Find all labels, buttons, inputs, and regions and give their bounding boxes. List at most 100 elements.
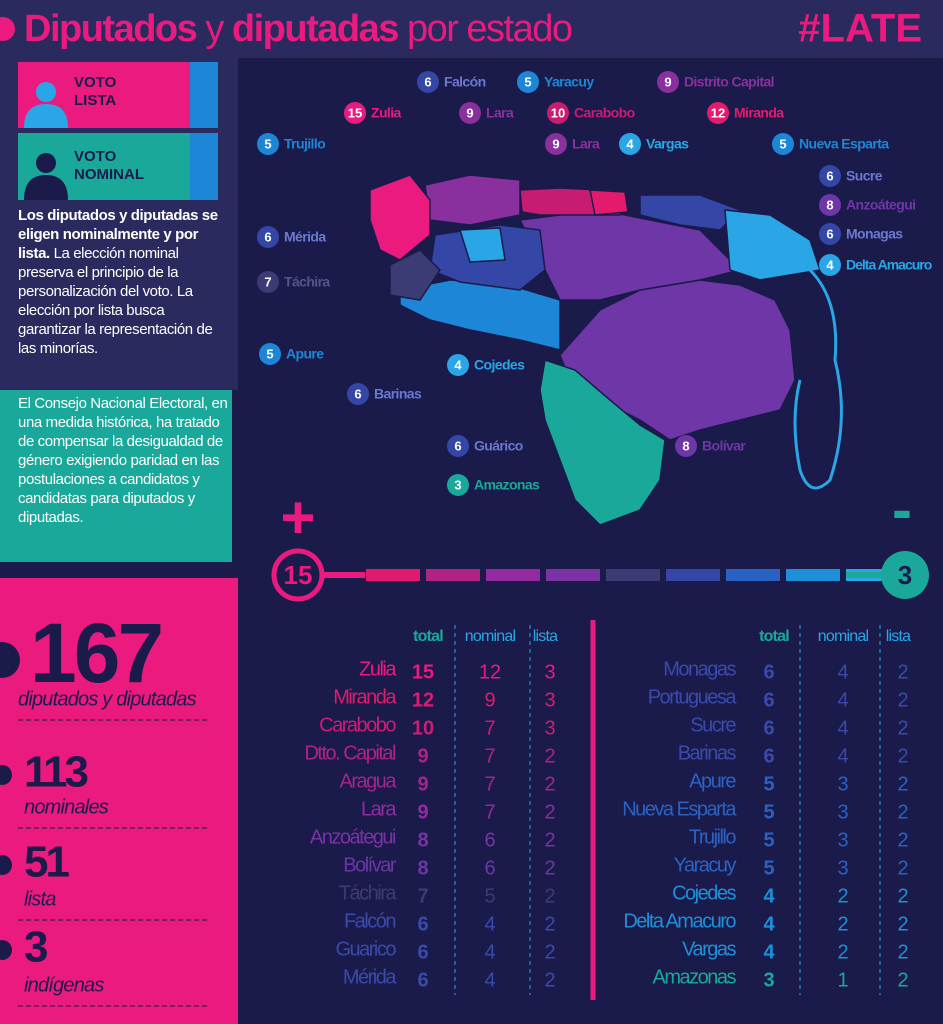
map-badge <box>257 133 279 155</box>
nominal: 6 <box>484 829 495 851</box>
state-name: Dtto. Capital <box>304 742 396 764</box>
map-name: Miranda <box>734 105 784 121</box>
total: 6 <box>417 913 428 935</box>
table-header: total <box>759 628 789 645</box>
region <box>724 209 821 281</box>
nominal: 7 <box>484 745 495 767</box>
stat-value: 3 <box>24 923 47 972</box>
legend-label: VOTO NOMINAL <box>74 148 144 183</box>
lista: 2 <box>897 829 908 851</box>
total: 6 <box>763 717 774 739</box>
state-name: Falcón <box>344 910 395 932</box>
state-name: Trujillo <box>689 826 737 848</box>
map-name: Cojedes <box>474 357 525 373</box>
scale-segment <box>426 569 480 581</box>
note-box <box>0 390 232 562</box>
legend-word: VOTO <box>74 74 117 91</box>
map-name: Guárico <box>474 438 523 454</box>
total: 5 <box>763 773 774 795</box>
total: 5 <box>763 857 774 879</box>
map-name: Lara <box>572 136 600 152</box>
map-number: 5 <box>524 74 531 89</box>
scale-segment <box>606 569 660 581</box>
nominal: 4 <box>837 717 848 739</box>
title-part: Diputados <box>24 8 197 50</box>
brand: #LATE <box>798 7 922 51</box>
nominal: 2 <box>837 941 848 963</box>
nominal: 2 <box>837 913 848 935</box>
stat-dot <box>0 855 12 875</box>
state-name: Barinas <box>678 742 737 764</box>
total: 4 <box>763 941 775 963</box>
lista: 2 <box>897 941 908 963</box>
lista: 2 <box>544 913 555 935</box>
map-name: Amazonas <box>474 477 540 493</box>
state-name: Apure <box>689 770 736 792</box>
stat-dot <box>0 642 20 678</box>
map-number: 3 <box>454 477 461 492</box>
map-number: 9 <box>466 105 473 120</box>
nominal: 3 <box>837 773 848 795</box>
intro-bold: Los diputados y diputadas se eligen nomi… <box>18 207 218 262</box>
nominal: 9 <box>484 689 495 711</box>
lista: 2 <box>897 689 908 711</box>
scale-segment <box>786 569 840 581</box>
scale-max: 15 <box>284 560 313 590</box>
state-name: Vargas <box>682 938 736 960</box>
title-part: y <box>205 8 224 50</box>
stat-label: lista <box>24 888 56 910</box>
total: 10 <box>412 717 434 739</box>
region <box>539 359 666 526</box>
lista: 2 <box>897 661 908 683</box>
scale-segment <box>486 569 540 581</box>
lista: 2 <box>544 801 555 823</box>
state-name: Nueva Esparta <box>622 798 737 820</box>
title-part: diputadas <box>232 8 398 50</box>
total: 3 <box>763 969 774 991</box>
map-number: 5 <box>779 136 786 151</box>
map-badge <box>547 102 569 124</box>
scale-less: - <box>892 476 912 543</box>
map-badge <box>447 354 469 376</box>
state-name: Portuguesa <box>648 686 738 708</box>
map-number: 7 <box>264 274 271 289</box>
map-number: 6 <box>264 229 271 244</box>
state-name: Guarico <box>335 938 396 960</box>
stat-label: diputados y diputadas <box>18 688 197 710</box>
map-number: 6 <box>454 438 461 453</box>
map-name: Vargas <box>646 136 689 152</box>
note-text: El Consejo Nacional Electoral, en una me… <box>18 395 228 526</box>
lista: 3 <box>544 661 555 683</box>
nominal: 12 <box>479 661 501 683</box>
stat-value: 167 <box>30 606 161 700</box>
map-name: Carabobo <box>574 105 635 121</box>
person-icon <box>36 82 56 102</box>
map-number: 6 <box>424 74 431 89</box>
map-name: Mérida <box>284 229 326 245</box>
title-part: por estado <box>407 8 572 50</box>
map-name: Delta Amacuro <box>846 257 932 273</box>
total: 9 <box>417 801 428 823</box>
nominal: 7 <box>484 801 495 823</box>
total: 6 <box>417 941 428 963</box>
map-name: Táchira <box>284 274 330 290</box>
person-icon <box>36 153 56 173</box>
map-badge <box>675 435 697 457</box>
person-icon <box>24 175 68 200</box>
region <box>389 249 441 301</box>
legend-strip <box>190 62 218 128</box>
map-name: Yaracuy <box>544 74 594 90</box>
legend-strip <box>190 133 218 200</box>
lista: 2 <box>897 969 908 991</box>
map-badge <box>447 435 469 457</box>
map-badge <box>657 71 679 93</box>
stats-panel <box>0 578 238 1024</box>
lista: 2 <box>897 857 908 879</box>
total: 4 <box>763 913 775 935</box>
nominal: 2 <box>837 885 848 907</box>
header-bar <box>0 0 943 58</box>
map-badge <box>344 102 366 124</box>
map-number: 15 <box>348 105 362 120</box>
state-name: Cojedes <box>672 882 736 904</box>
